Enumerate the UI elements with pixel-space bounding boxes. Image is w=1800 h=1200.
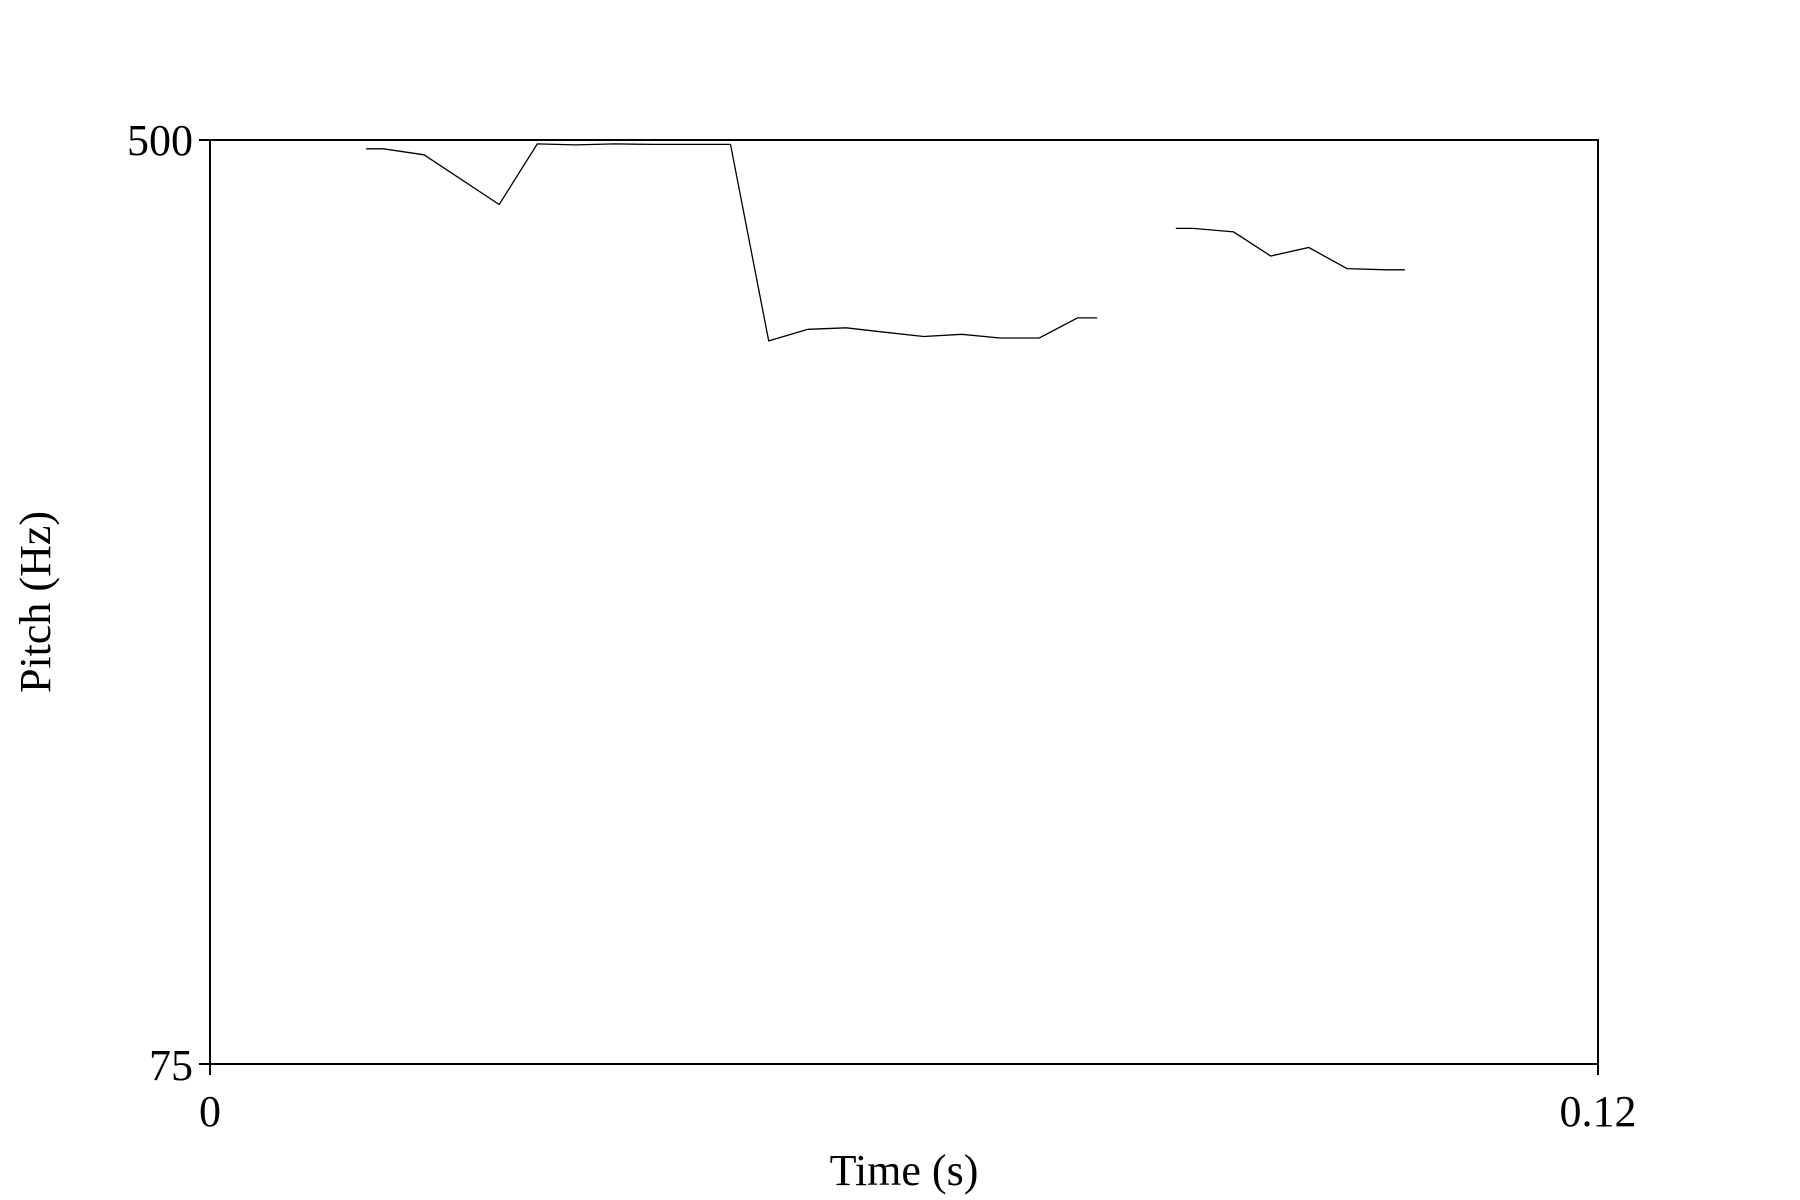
y-tick-label-min: 75 <box>149 1041 193 1090</box>
x-tick-label-min: 0 <box>199 1087 221 1136</box>
pitch-segment-3 <box>1175 227 1405 271</box>
x-axis-label: Time (s) <box>830 1146 979 1195</box>
x-tick-label-max: 0.12 <box>1560 1087 1637 1136</box>
y-axis-label: Pitch (Hz) <box>11 511 60 693</box>
pitch-segment-2 <box>729 144 1098 342</box>
series-layer <box>366 143 1405 342</box>
pitch-segment-1 <box>366 143 731 206</box>
y-tick-label-max: 500 <box>127 116 193 165</box>
plot-frame <box>209 139 1599 1065</box>
